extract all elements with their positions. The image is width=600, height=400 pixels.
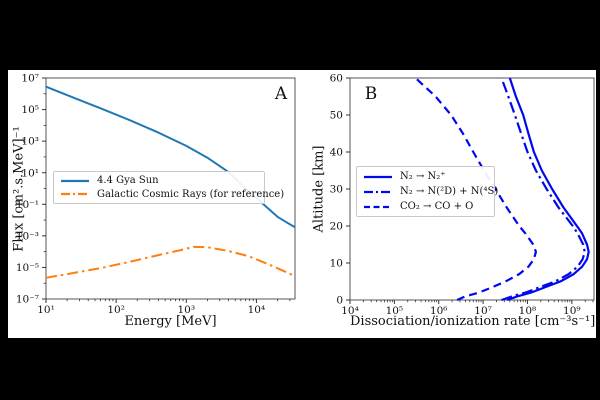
panel-a-yaxis-label: Flux [cm².s.MeV]⁻¹ (11, 126, 27, 252)
y-tick-label: 40 (330, 147, 343, 159)
y-tick-label: 50 (330, 110, 343, 122)
panel-a-letter: A (274, 84, 288, 104)
y-tick-label: 10⁻⁷ (16, 294, 39, 306)
y-tick-label: 10⁷ (21, 73, 39, 85)
panel-a-legend: 4.4 Gya Sun Galactic Cosmic Rays (for ref… (53, 171, 284, 204)
y-tick-label: 60 (330, 73, 343, 85)
legend-item: CO₂ → CO + O (363, 201, 488, 212)
x-tick-label: 10⁹ (563, 305, 581, 317)
y-tick-label: 10 (330, 258, 343, 270)
panel-B-series-2-curve (414, 77, 537, 302)
x-tick-label: 10⁸ (519, 305, 537, 317)
x-tick-label: 10⁴ (341, 305, 359, 317)
x-tick-label: 10⁶ (430, 305, 448, 317)
x-tick-label: 10³ (177, 304, 195, 316)
y-tick-label: 10¹ (21, 167, 39, 179)
x-tick-label: 10⁴ (248, 304, 266, 316)
panel-b-yaxis-label: Altitude [km] (311, 145, 327, 233)
legend-label: 4.4 Gya Sun (97, 175, 159, 187)
legend-line-sample (61, 193, 89, 196)
legend-label: N₂ → N(²D) + N(⁴S) (400, 186, 499, 197)
y-tick-label: 10⁵ (21, 104, 39, 116)
y-tick-label: 10⁻¹ (16, 199, 39, 211)
legend-item: N₂ → N(²D) + N(⁴S) (363, 186, 498, 197)
legend-line-sample (364, 175, 392, 178)
y-tick-label: 10³ (21, 136, 39, 148)
legend-line-sample (364, 190, 392, 193)
legend-label: Galactic Cosmic Rays (for reference) (97, 188, 285, 200)
panel-b-xaxis-label: Dissociation/ionization rate [cm⁻³s⁻¹] (350, 314, 596, 329)
y-tick-label: 10⁻⁵ (16, 262, 39, 274)
figure-background (8, 70, 596, 338)
panel-a-xaxis-label: Energy [MeV] (124, 314, 217, 329)
x-tick-label: 10⁵ (386, 305, 404, 317)
y-tick-label: 30 (330, 184, 343, 196)
panel-b-legend: N₂ → N₂⁺ N₂ → N(²D) + N(⁴S) CO₂ → CO + O (356, 166, 498, 217)
legend-label: N₂ → N₂⁺ (400, 171, 446, 182)
panel-B-series-0-curve (506, 77, 590, 302)
y-tick-label: 20 (330, 221, 343, 233)
legend-item: N₂ → N₂⁺ (363, 171, 488, 182)
y-tick-label: 10⁻³ (16, 230, 39, 242)
legend-line-sample (61, 179, 89, 182)
legend-item: 4.4 Gya Sun (60, 175, 258, 186)
y-tick-label: 0 (336, 295, 343, 307)
panel-A-series-0-curve (45, 85, 296, 229)
panel-B-series-1-curve (500, 77, 586, 302)
x-tick-label: 10⁷ (474, 305, 492, 317)
x-tick-label: 10² (107, 304, 125, 316)
x-tick-label: 10¹ (37, 304, 55, 316)
legend-item: Galactic Cosmic Rays (for reference) (60, 189, 284, 200)
panel-A-series-1-curve (45, 245, 296, 279)
legend-line-sample (364, 205, 392, 208)
legend-label: CO₂ → CO + O (400, 201, 474, 212)
panel-b-letter: B (364, 84, 378, 104)
